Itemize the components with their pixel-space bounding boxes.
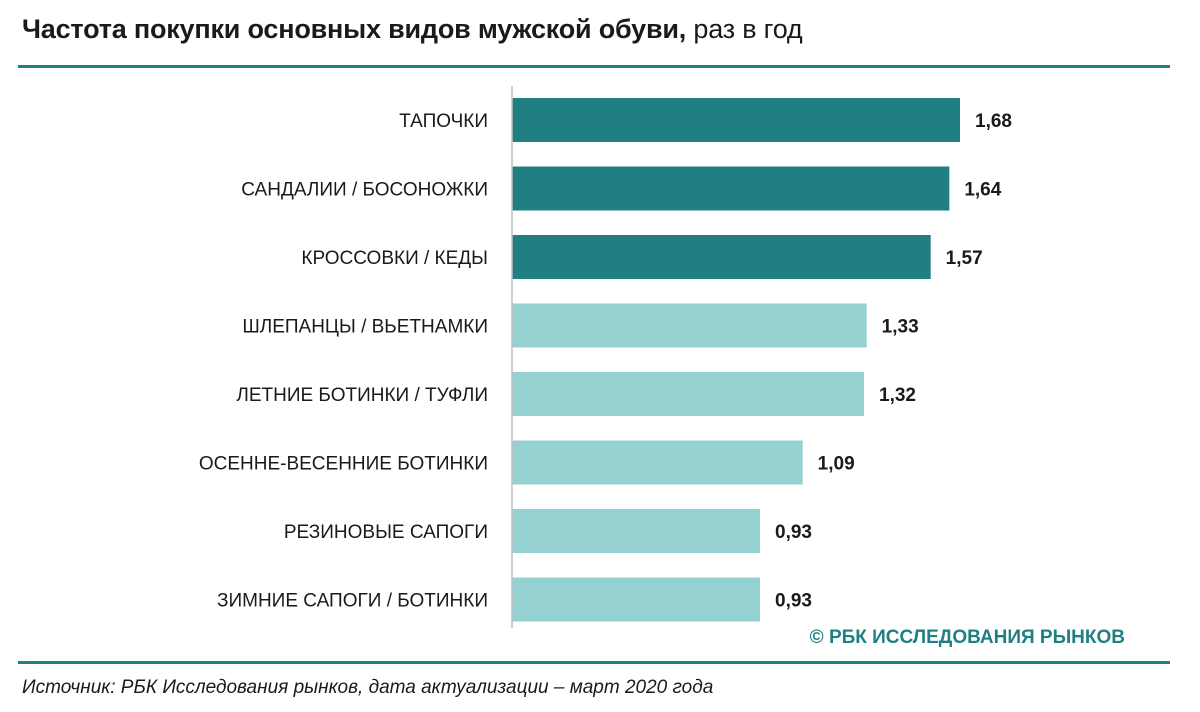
chart-title: Частота покупки основных видов мужской о… xyxy=(22,14,803,45)
data-label: 1,64 xyxy=(964,180,1001,201)
category-label: КРОССОВКИ / КЕДЫ xyxy=(301,248,488,269)
category-label: ЛЕТНИЕ БОТИНКИ / ТУФЛИ xyxy=(236,385,488,406)
category-label: САНДАЛИИ / БОСОНОЖКИ xyxy=(241,180,488,201)
bar xyxy=(512,303,867,348)
bar xyxy=(512,98,960,142)
category-label: РЕЗИНОВЫЕ САПОГИ xyxy=(284,522,488,543)
data-label: 1,32 xyxy=(879,385,916,406)
chart-title-bold: Частота покупки основных видов мужской о… xyxy=(22,14,687,44)
bottom-divider xyxy=(18,661,1170,664)
data-label: 1,68 xyxy=(975,111,1012,132)
category-label: ОСЕННЕ-ВЕСЕННИЕ БОТИНКИ xyxy=(199,454,488,475)
data-label: 0,93 xyxy=(775,522,812,543)
data-label: 1,57 xyxy=(946,248,983,269)
top-divider xyxy=(18,65,1170,68)
category-label: ТАПОЧКИ xyxy=(399,111,488,132)
bar xyxy=(512,577,760,622)
bar xyxy=(512,440,803,485)
bar xyxy=(512,509,760,553)
data-label: 0,93 xyxy=(775,591,812,612)
bar-chart: ТАПОЧКИ 1,68 САНДАЛИИ / БОСОНОЖКИ 1,64 КРОСС… xyxy=(199,86,1012,628)
chart-title-units: раз в год xyxy=(686,14,803,44)
bar xyxy=(512,235,931,279)
category-label: ШЛЕПАНЦЫ / ВЬЕТНАМКИ xyxy=(242,317,488,338)
data-label: 1,09 xyxy=(818,454,855,475)
category-label: ЗИМНИЕ САПОГИ / БОТИНКИ xyxy=(217,591,488,612)
bar xyxy=(512,372,864,416)
data-label: 1,33 xyxy=(882,317,919,338)
bar xyxy=(512,166,950,211)
source-note: Источник: РБК Исследования рынков, дата … xyxy=(22,677,714,698)
copyright-label: © РБК ИССЛЕДОВАНИЯ РЫНКОВ xyxy=(809,627,1125,648)
